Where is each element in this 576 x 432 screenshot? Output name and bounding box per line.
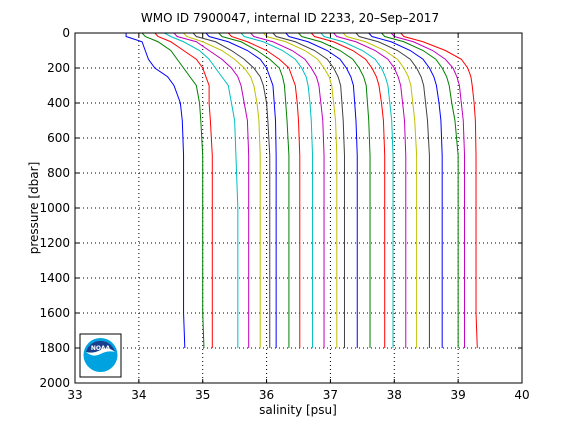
series-line-21 (355, 32, 430, 348)
x-tick-label: 39 (451, 388, 466, 402)
y-axis-label: pressure [dbar] (27, 162, 41, 255)
series-line-5 (173, 32, 250, 348)
plot-area: 33 34 35 36 37 38 39 40 0 200 400 600 800 1000 1200 14… (39, 26, 529, 402)
series-line-8 (205, 32, 277, 348)
series-line-4 (164, 32, 239, 348)
series-line-19 (333, 32, 407, 348)
x-tick-label: 34 (131, 388, 146, 402)
series-line-22 (368, 32, 443, 348)
series-lines (125, 32, 478, 349)
series-line-23 (381, 32, 459, 348)
series-line-1 (125, 33, 186, 349)
x-tick-label: 40 (514, 388, 529, 402)
series-line-16 (298, 32, 371, 348)
x-tick-label: 33 (67, 388, 82, 402)
x-tick-label: 36 (259, 388, 274, 402)
y-tick-label: 200 (47, 61, 70, 75)
y-tick-label: 0 (62, 26, 70, 40)
y-tick-label: 800 (47, 166, 70, 180)
x-tick-label: 38 (387, 388, 402, 402)
grid-lines (75, 33, 522, 383)
series-line-6 (183, 32, 261, 348)
y-tick-label: 400 (47, 96, 70, 110)
series-line-13 (263, 32, 338, 348)
series-line-20 (342, 32, 418, 348)
y-tick-label: 2000 (39, 376, 70, 390)
chart-title: WMO ID 7900047, internal ID 2233, 20–Sep… (141, 11, 439, 25)
series-line-3 (154, 32, 213, 348)
x-tick-label: 37 (323, 388, 338, 402)
series-line-7 (192, 32, 271, 348)
series-line-2 (141, 32, 205, 349)
y-tick-label: 1600 (39, 306, 70, 320)
y-tick-label: 600 (47, 131, 70, 145)
x-tick-label: 35 (195, 388, 210, 402)
series-line-12 (250, 32, 325, 348)
logo-white-band (86, 348, 115, 356)
series-line-25 (400, 32, 478, 349)
plot-background (75, 33, 522, 383)
series-line-11 (240, 32, 314, 348)
series-line-15 (285, 32, 358, 348)
series-line-9 (218, 32, 290, 348)
y-tick-label: 1800 (39, 341, 70, 355)
y-tick-label: 1000 (39, 201, 70, 215)
series-line-14 (272, 32, 345, 348)
y-tick-label: 1200 (39, 236, 70, 250)
logo-seagull-band (86, 340, 115, 353)
y-tick-label: 1400 (39, 271, 70, 285)
series-line-18 (320, 32, 394, 348)
series-line-17 (310, 32, 386, 348)
noaa-logo: NOAA (79, 333, 122, 378)
x-axis: 33 34 35 36 37 38 39 40 (67, 33, 530, 402)
series-line-10 (227, 32, 301, 348)
y-axis: 0 200 400 600 800 1000 1200 1400 1600 1800 2000 (39, 26, 522, 390)
x-axis-label: salinity [psu] (259, 403, 337, 417)
series-line-24 (390, 32, 466, 348)
logo-text: NOAA (91, 345, 111, 352)
